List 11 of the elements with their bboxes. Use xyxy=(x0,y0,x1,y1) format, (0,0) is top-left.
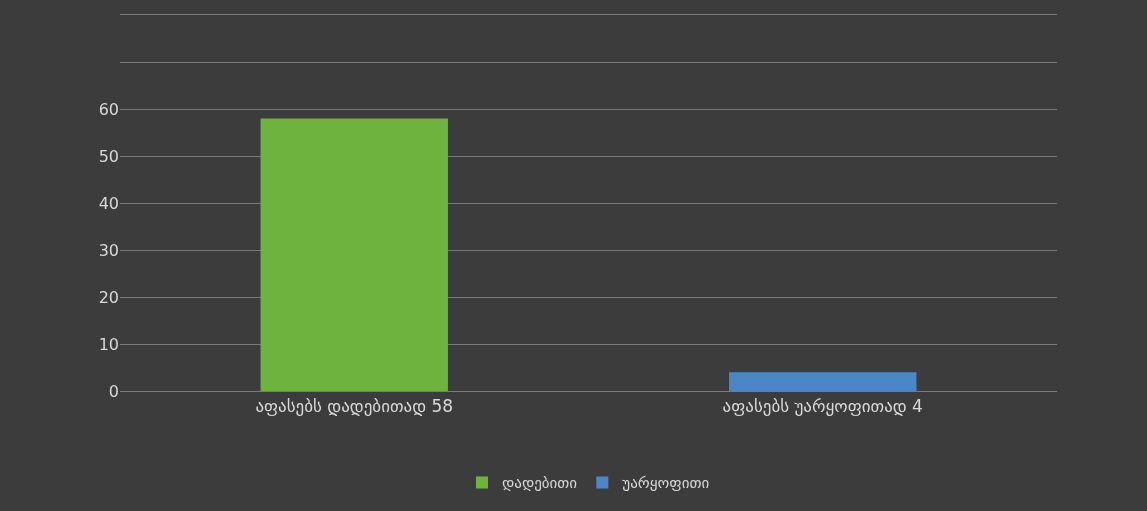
legend-label: უარყოფითი xyxy=(622,474,710,493)
y-tick-label: 40 xyxy=(98,193,119,213)
legend-label: დადებითი xyxy=(502,474,578,493)
y-tick-label: 0 xyxy=(108,381,119,401)
y-tick-label: 30 xyxy=(98,240,119,260)
x-tick-label: აფასებს დადებითად 58 xyxy=(255,396,454,417)
y-tick-label: 10 xyxy=(98,334,119,354)
y-tick-label: 60 xyxy=(98,99,119,119)
y-tick-label: 20 xyxy=(98,287,119,307)
y-tick-label: 50 xyxy=(98,146,119,166)
x-tick-label: აფასებს უარყოფითად 4 xyxy=(722,396,923,417)
